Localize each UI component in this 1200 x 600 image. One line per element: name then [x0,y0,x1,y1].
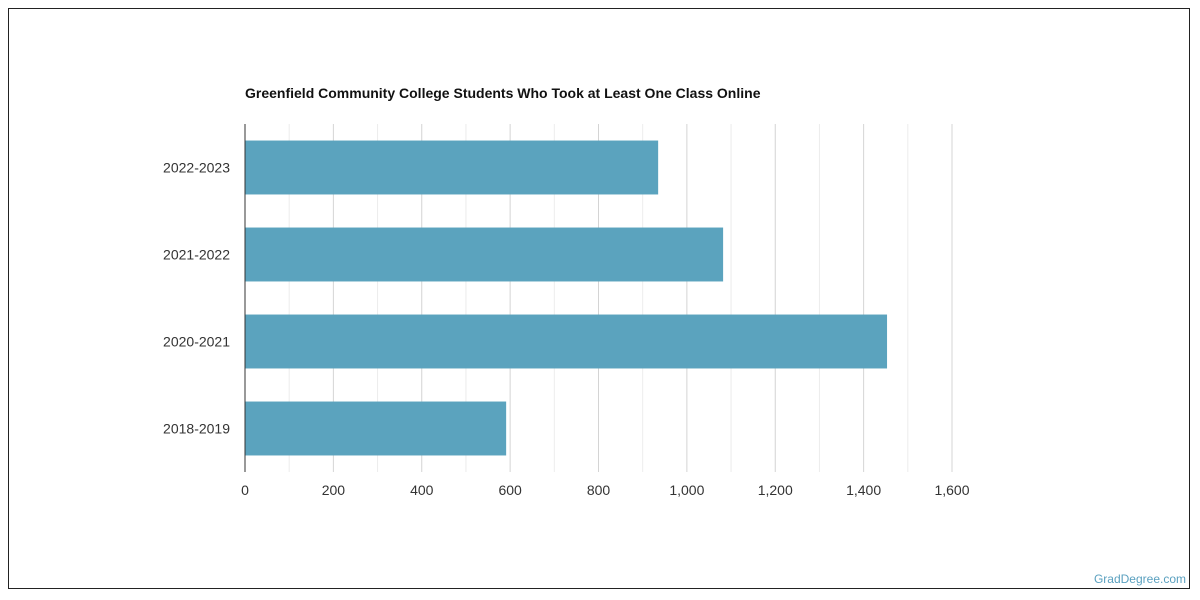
x-tick-label: 800 [587,482,611,498]
category-label: 2018-2019 [163,421,230,437]
bar [245,140,659,195]
watermark-link[interactable]: GradDegree.com [1093,572,1186,586]
x-tick-label: 1,000 [669,482,704,498]
chart-title: Greenfield Community College Students Wh… [245,85,761,101]
category-label: 2021-2022 [163,247,230,263]
bar [245,401,507,456]
x-tick-label: 1,600 [934,482,969,498]
x-tick-label: 0 [241,482,249,498]
category-label: 2020-2021 [163,334,230,350]
bar [245,227,724,282]
bar [245,314,888,369]
x-tick-label: 200 [322,482,346,498]
x-tick-label: 600 [498,482,522,498]
x-tick-label: 1,400 [846,482,881,498]
x-tick-label: 1,200 [758,482,793,498]
x-tick-label: 400 [410,482,434,498]
category-label: 2022-2023 [163,160,230,176]
